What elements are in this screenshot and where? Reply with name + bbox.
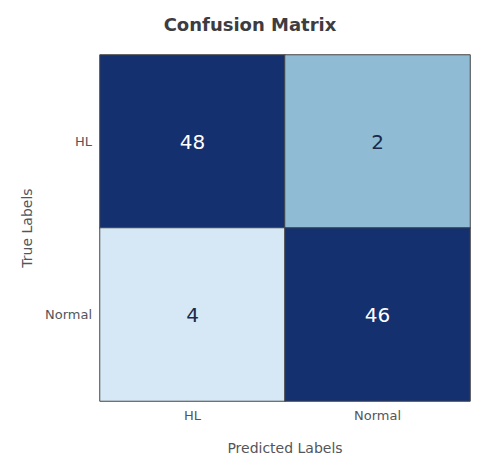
svg-text:True Labels: True Labels — [19, 188, 35, 268]
svg-text:4: 4 — [186, 303, 199, 327]
svg-text:48: 48 — [180, 130, 205, 154]
svg-text:Normal: Normal — [354, 408, 401, 423]
svg-text:46: 46 — [365, 303, 390, 327]
svg-text:2: 2 — [371, 130, 384, 154]
svg-text:Normal: Normal — [45, 307, 92, 322]
svg-text:Confusion Matrix: Confusion Matrix — [164, 14, 337, 35]
svg-text:Predicted Labels: Predicted Labels — [227, 440, 342, 456]
svg-text:HL: HL — [184, 408, 202, 423]
svg-text:HL: HL — [75, 134, 93, 149]
